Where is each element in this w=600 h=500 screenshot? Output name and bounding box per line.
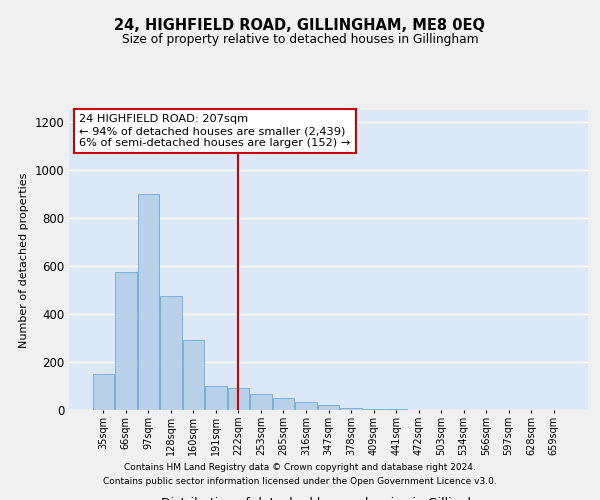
Bar bbox=[115, 272, 137, 410]
Bar bbox=[363, 409, 384, 410]
Bar bbox=[205, 386, 227, 410]
Bar bbox=[228, 388, 249, 410]
Y-axis label: Number of detached properties: Number of detached properties bbox=[19, 172, 29, 348]
Text: 24, HIGHFIELD ROAD, GILLINGHAM, ME8 0EQ: 24, HIGHFIELD ROAD, GILLINGHAM, ME8 0EQ bbox=[115, 18, 485, 32]
Bar bbox=[137, 194, 159, 410]
Bar bbox=[340, 408, 362, 410]
Bar bbox=[160, 296, 182, 410]
Bar bbox=[318, 405, 339, 410]
Text: Contains HM Land Registry data © Crown copyright and database right 2024.: Contains HM Land Registry data © Crown c… bbox=[124, 464, 476, 472]
Bar bbox=[250, 394, 272, 410]
X-axis label: Distribution of detached houses by size in Gillingham: Distribution of detached houses by size … bbox=[161, 496, 496, 500]
Text: 24 HIGHFIELD ROAD: 207sqm
← 94% of detached houses are smaller (2,439)
6% of sem: 24 HIGHFIELD ROAD: 207sqm ← 94% of detac… bbox=[79, 114, 350, 148]
Bar bbox=[182, 340, 204, 410]
Bar bbox=[92, 374, 114, 410]
Text: Contains public sector information licensed under the Open Government Licence v3: Contains public sector information licen… bbox=[103, 477, 497, 486]
Text: Size of property relative to detached houses in Gillingham: Size of property relative to detached ho… bbox=[122, 32, 478, 46]
Bar bbox=[273, 398, 294, 410]
Bar bbox=[295, 402, 317, 410]
